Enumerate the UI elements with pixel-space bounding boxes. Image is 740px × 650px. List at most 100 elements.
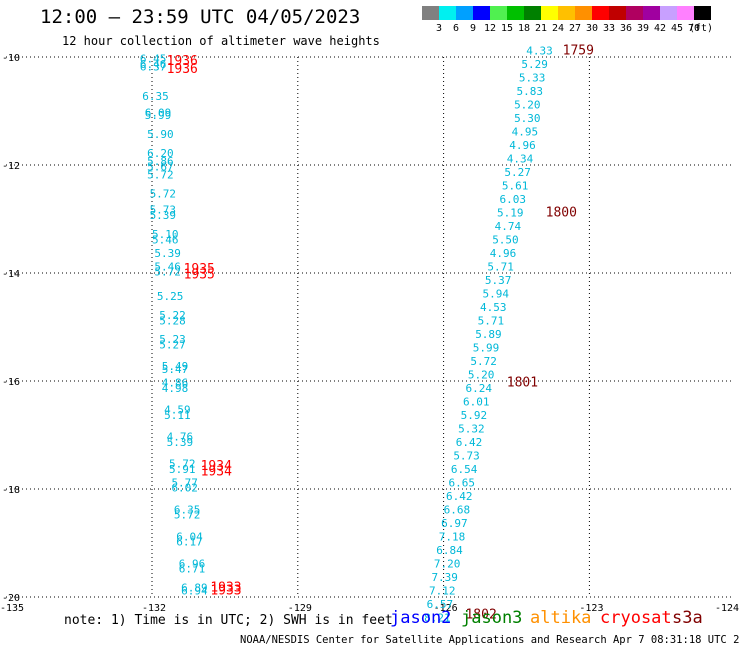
wave-height-point: 7.20 [434, 557, 461, 570]
wave-height-point: 4.34 [507, 152, 534, 165]
wave-height-point: 5.89 [475, 328, 502, 341]
wave-height-point: 6.24 [465, 382, 492, 395]
wave-height-point: 5.67 [147, 160, 174, 173]
wave-height-point: 5.46 [154, 260, 181, 273]
legend-jason3: jason3 [461, 608, 523, 628]
wave-height-point: 5.39 [167, 436, 194, 449]
wave-height-point: 6.89 [181, 582, 208, 595]
x-tick-label: -135 [0, 603, 24, 614]
x-tick-label: -124 [715, 603, 739, 614]
wave-height-point: 6.02 [171, 482, 198, 495]
time-label: 1759 [563, 43, 594, 58]
wave-height-point: 6.37 [140, 61, 167, 74]
wave-height-point: 5.90 [147, 128, 174, 141]
legend-altika: altika [530, 608, 592, 628]
time-label: 1936 [167, 62, 198, 77]
legend-cryosat: cryosat [600, 608, 672, 628]
wave-height-point: 6.09 [145, 106, 172, 119]
legend-s3a: s3a [672, 608, 703, 628]
wave-height-point: 5.25 [157, 290, 184, 303]
wave-height-point: 5.72 [150, 187, 177, 200]
wave-height-point: 5.61 [502, 179, 529, 192]
wave-height-point: 6.03 [499, 193, 526, 206]
colorbar-swatch [592, 6, 609, 20]
wave-height-point: 5.29 [521, 58, 548, 71]
wave-height-point: 5.73 [453, 449, 480, 462]
wave-height-point: 5.37 [485, 274, 512, 287]
wave-height-point: 5.86 [147, 155, 174, 168]
wave-height-point: 7.18 [439, 530, 466, 543]
y-tick-label: -16 [2, 377, 20, 388]
colorbar-swatch [643, 6, 660, 20]
colorbar-label: 6 [453, 23, 459, 34]
x-tick-label: -123 [579, 603, 603, 614]
colorbar-swatch [558, 6, 575, 20]
wave-height-point: 6.17 [176, 536, 203, 549]
colorbar-swatch [524, 6, 541, 20]
wave-height-point: 8.21 [424, 611, 451, 624]
wave-height-point: 5.20 [514, 98, 541, 111]
units-note: note: 1) Time is in UTC; 2) SWH is in fe… [64, 613, 393, 628]
wave-height-point: 5.71 [478, 314, 505, 327]
wave-height-point: 6.35 [142, 90, 169, 103]
colorbar-swatch [660, 6, 677, 20]
wave-height-point: 5.72 [174, 509, 201, 522]
wave-height-point: 5.46 [152, 233, 179, 246]
colorbar-label: 15 [501, 23, 513, 34]
y-tick-label: -20 [2, 593, 20, 604]
wave-height-point: 5.19 [497, 206, 524, 219]
x-tick-label: -126 [434, 603, 458, 614]
colorbar-swatch [694, 6, 711, 20]
wave-height-point: 4.96 [490, 247, 517, 260]
wave-height-point: 6.84 [436, 544, 463, 557]
time-label: 1802 [465, 608, 496, 623]
wave-height-point: 6.04 [176, 530, 203, 543]
wave-height-point: 5.72 [154, 266, 181, 279]
wave-height-point: 5.27 [159, 339, 186, 352]
footer-credit: NOAA/NESDIS Center for Satellite Applica… [240, 634, 740, 646]
colorbar-swatch [473, 6, 490, 20]
colorbar-label: 18 [518, 23, 530, 34]
wave-height-point: 5.94 [482, 287, 509, 300]
colorbar-label: 24 [552, 23, 564, 34]
wave-height-point: 5.47 [162, 363, 189, 376]
wave-height-point: 5.72 [470, 355, 497, 368]
colorbar-label: 70 [688, 23, 700, 34]
x-tick-label: -132 [142, 603, 166, 614]
wave-height-point: 6.71 [179, 563, 206, 576]
y-tick-label: -12 [2, 161, 20, 172]
wave-height-point: 5.30 [514, 112, 541, 125]
colorbar-label: 36 [620, 23, 632, 34]
wave-height-point: 4.53 [480, 301, 507, 314]
y-tick-label: -18 [2, 485, 20, 496]
colorbar-swatch [507, 6, 524, 20]
colorbar-swatch [422, 6, 439, 20]
wave-height-point: 5.28 [159, 314, 186, 327]
wave-height-point: 5.20 [468, 368, 495, 381]
wave-height-point: 6.45 [140, 52, 167, 65]
colorbar-swatch [490, 6, 507, 20]
wave-height-point: 5.39 [150, 209, 177, 222]
colorbar-swatch [541, 6, 558, 20]
wave-height-point: 5.83 [517, 85, 544, 98]
wave-height-point: 4.96 [509, 139, 535, 152]
wave-height-point: 4.95 [512, 125, 539, 138]
colorbar-label: 42 [654, 23, 666, 34]
wave-height-point: 5.32 [458, 422, 485, 435]
wave-height-point: 5.91 [169, 463, 196, 476]
wave-height-point: 5.73 [150, 204, 177, 217]
wave-height-point: 5.10 [152, 228, 179, 241]
wave-height-point: 6.35 [174, 503, 201, 516]
wave-height-point: 5.77 [171, 476, 198, 489]
wave-height-point: 5.11 [164, 409, 191, 422]
wave-height-point: 6.96 [179, 557, 206, 570]
colorbar-swatch [439, 6, 456, 20]
wave-height-point: 5.50 [492, 233, 519, 246]
legend-jason2: jason2 [390, 608, 452, 628]
colorbar-unit: (ft) [689, 23, 713, 34]
time-label: 1934 [201, 465, 232, 480]
colorbar-label: 9 [470, 23, 476, 34]
time-label: 1936 [167, 54, 198, 69]
wave-height-point: 5.72 [169, 457, 196, 470]
